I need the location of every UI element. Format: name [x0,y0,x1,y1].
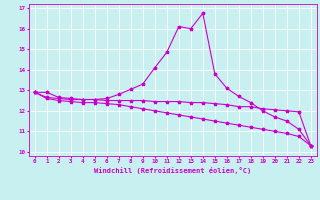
X-axis label: Windchill (Refroidissement éolien,°C): Windchill (Refroidissement éolien,°C) [94,167,252,174]
